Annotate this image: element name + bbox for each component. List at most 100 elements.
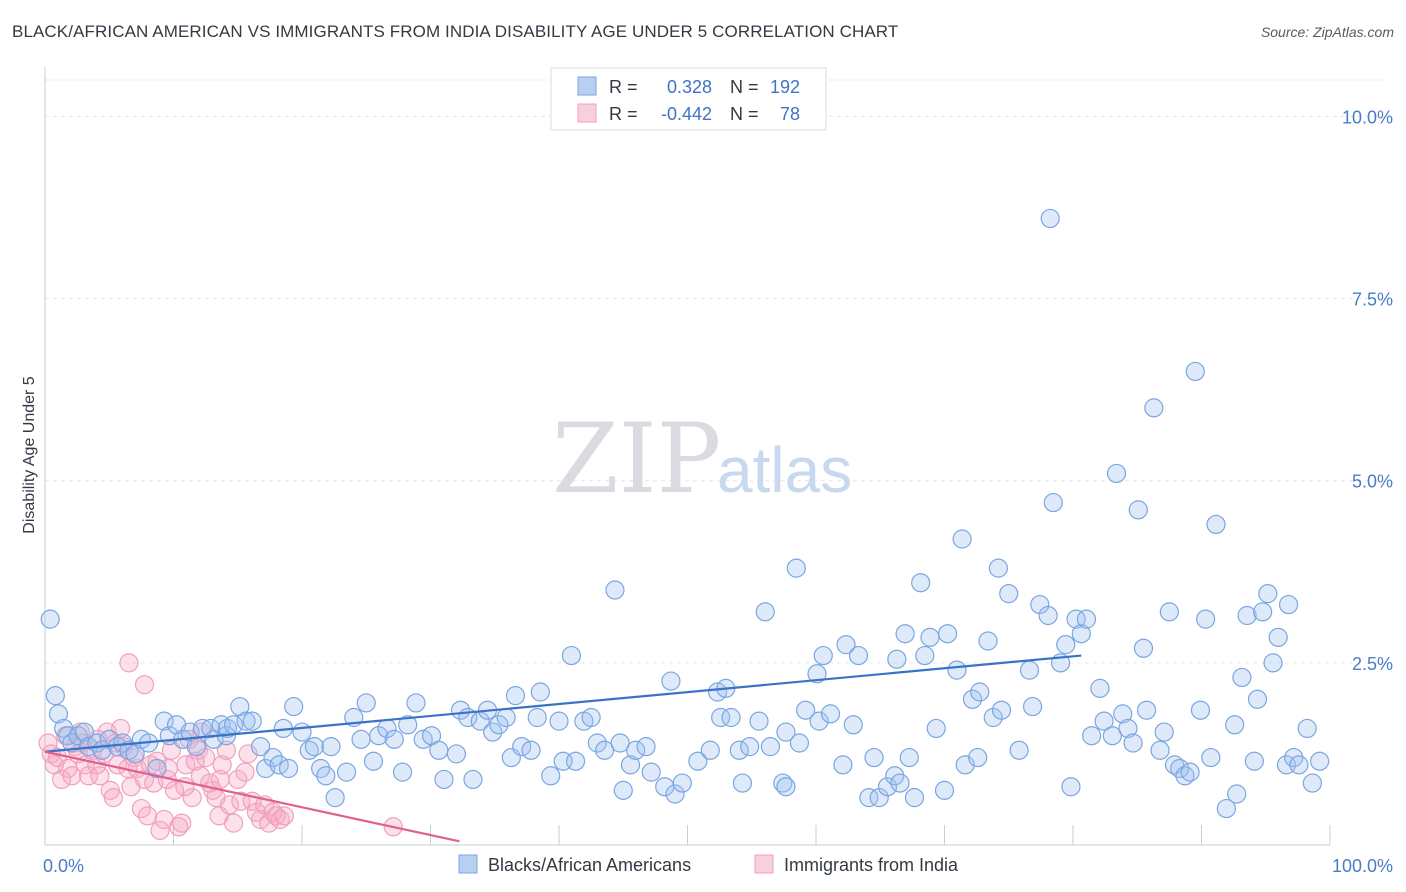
point-blacks bbox=[1253, 602, 1273, 622]
legend-top: R = 0.328 N = 192 R = -0.442 N = 78 bbox=[550, 67, 827, 131]
point-blacks bbox=[1022, 696, 1043, 717]
point-blacks bbox=[1247, 689, 1268, 709]
point-india bbox=[90, 766, 110, 786]
point-blacks bbox=[688, 751, 708, 771]
point-india bbox=[263, 802, 283, 822]
bottom-legend-swatch-blue bbox=[458, 854, 478, 874]
point-blacks bbox=[786, 558, 806, 578]
point-blacks bbox=[242, 711, 262, 731]
point-blacks bbox=[1180, 762, 1200, 782]
point-india bbox=[172, 813, 192, 833]
point-india bbox=[119, 653, 139, 673]
y-tick-label: 7.5% bbox=[1352, 290, 1393, 310]
point-blacks bbox=[1043, 492, 1063, 513]
point-blacks bbox=[721, 707, 741, 728]
point-blacks bbox=[363, 751, 384, 771]
legend-n-value-2: 78 bbox=[780, 104, 800, 124]
point-blacks bbox=[926, 718, 946, 739]
point-blacks bbox=[125, 744, 145, 764]
point-blacks bbox=[911, 573, 931, 593]
point-blacks bbox=[820, 704, 841, 724]
point-blacks bbox=[1144, 398, 1164, 418]
trend-lines bbox=[44, 654, 1082, 843]
point-blacks bbox=[1009, 740, 1029, 760]
point-blacks bbox=[610, 733, 630, 753]
point-blacks bbox=[325, 788, 345, 808]
point-blacks bbox=[813, 645, 833, 666]
point-blacks bbox=[1118, 718, 1138, 739]
point-blacks bbox=[1082, 726, 1102, 746]
point-blacks bbox=[1302, 773, 1322, 793]
point-blacks bbox=[970, 682, 990, 702]
point-blacks bbox=[549, 711, 569, 731]
point-blacks bbox=[284, 696, 304, 717]
point-blacks bbox=[1310, 751, 1330, 771]
point-blacks bbox=[1278, 594, 1299, 615]
point-blacks bbox=[1185, 361, 1205, 382]
point-india bbox=[216, 740, 236, 760]
x-tick-label: 100.0% bbox=[1332, 856, 1393, 876]
point-blacks bbox=[749, 711, 769, 731]
legend-r-value-2: -0.442 bbox=[661, 104, 712, 124]
point-blacks bbox=[565, 751, 586, 771]
point-india bbox=[259, 813, 279, 833]
point-blacks bbox=[1237, 605, 1257, 626]
legend-n-label-1: N = bbox=[730, 77, 759, 97]
point-blacks bbox=[186, 737, 206, 757]
point-blacks bbox=[991, 700, 1012, 720]
bottom-legend-swatch-pink bbox=[754, 854, 774, 874]
legend-swatch-pink bbox=[577, 103, 597, 123]
point-blacks bbox=[154, 711, 174, 731]
point-blacks bbox=[740, 737, 760, 757]
point-blacks bbox=[1201, 747, 1221, 768]
point-blacks bbox=[755, 602, 775, 622]
point-blacks bbox=[351, 729, 371, 749]
trend-line-india bbox=[44, 750, 460, 843]
point-blacks bbox=[398, 715, 418, 735]
point-blacks bbox=[1113, 704, 1133, 724]
point-blacks bbox=[45, 686, 65, 706]
point-blacks bbox=[1076, 609, 1097, 629]
point-blacks bbox=[636, 737, 656, 757]
point-blacks bbox=[760, 737, 781, 757]
point-blacks bbox=[1190, 700, 1211, 720]
watermark-atlas: atlas bbox=[717, 434, 852, 506]
point-blacks bbox=[773, 773, 793, 793]
watermark: ZIP atlas bbox=[552, 403, 852, 515]
point-india bbox=[224, 813, 244, 833]
point-blacks bbox=[1244, 751, 1264, 771]
point-blacks bbox=[1216, 798, 1236, 819]
point-blacks bbox=[505, 686, 526, 706]
point-blacks bbox=[521, 740, 541, 760]
point-india bbox=[150, 820, 170, 841]
legend-r-label-2: R = bbox=[609, 104, 638, 124]
point-india bbox=[147, 751, 167, 771]
point-blacks bbox=[807, 664, 827, 684]
point-blacks bbox=[613, 780, 633, 800]
legend-swatch-blue bbox=[577, 76, 597, 96]
point-blacks bbox=[406, 693, 426, 713]
point-blacks bbox=[429, 740, 449, 760]
point-blacks bbox=[1297, 718, 1317, 739]
point-india bbox=[164, 780, 185, 800]
point-blacks bbox=[217, 718, 237, 739]
point-blacks bbox=[732, 773, 753, 793]
point-blacks bbox=[962, 689, 983, 709]
point-blacks bbox=[299, 740, 319, 760]
point-blacks bbox=[40, 609, 60, 629]
point-blacks bbox=[877, 777, 898, 797]
point-blacks bbox=[1106, 463, 1127, 484]
point-blacks bbox=[1268, 627, 1288, 647]
point-blacks bbox=[836, 635, 856, 655]
point-blacks bbox=[434, 769, 454, 790]
point-blacks bbox=[1133, 638, 1154, 658]
point-blacks bbox=[665, 784, 685, 804]
point-blacks bbox=[1056, 635, 1076, 655]
point-blacks bbox=[934, 780, 955, 800]
point-blacks bbox=[789, 733, 810, 753]
point-blacks bbox=[250, 737, 271, 757]
point-blacks bbox=[236, 711, 256, 731]
point-blacks bbox=[899, 747, 919, 768]
point-blacks bbox=[729, 740, 749, 760]
point-blacks bbox=[661, 671, 681, 691]
